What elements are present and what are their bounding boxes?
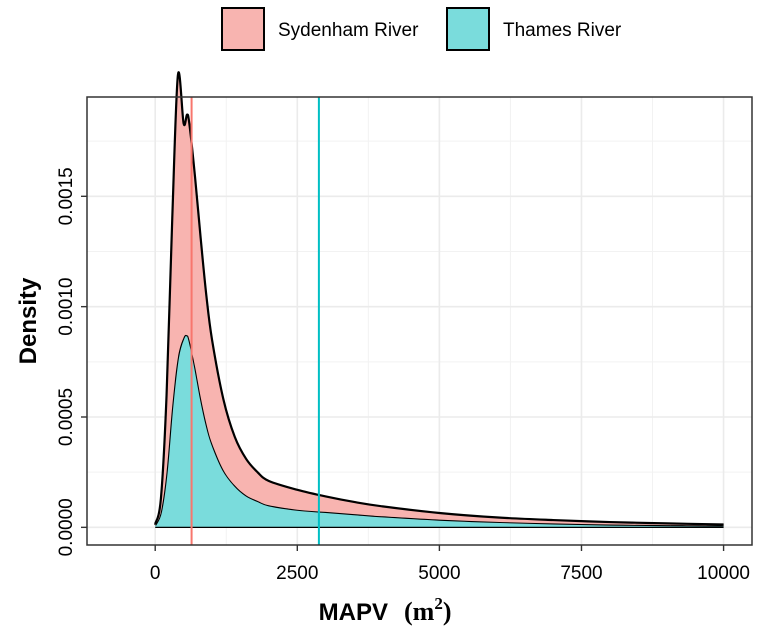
density-outline-sydenham-river [154, 71, 724, 526]
y-axis-title: Density [15, 277, 42, 364]
plot-area [86, 71, 753, 546]
x-axis-title: MAPV (m2) [319, 594, 452, 626]
x-tick-label: 0 [150, 563, 161, 584]
x-axis-unit-close: ) [443, 597, 452, 626]
panel-border [86, 96, 753, 546]
legend: Sydenham River Thames River [221, 7, 622, 51]
legend-key-thames-river [446, 7, 490, 51]
legend-key-sydenham-river [221, 7, 265, 51]
x-axis-unit-open: (m [404, 597, 435, 626]
x-axis-unit-sup: 2 [434, 594, 443, 613]
x-tick-label: 2500 [276, 563, 318, 584]
axes: 0 2500 5000 7500 10000 0.0000 0.0005 0.0010 0.00… [56, 167, 750, 584]
density-area-thames-river [155, 334, 724, 528]
y-tick-label: 0.0010 [56, 278, 77, 336]
legend-label-sydenham-river: Sydenham River [278, 20, 419, 41]
x-axis-unit: (m2) [404, 594, 452, 626]
legend-label-thames-river: Thames River [503, 20, 622, 41]
x-tick-label: 7500 [560, 563, 602, 584]
x-axis-title-text: MAPV [319, 599, 388, 626]
y-tick-label: 0.0015 [56, 167, 77, 225]
y-tick-label: 0.0005 [56, 388, 77, 446]
x-tick-label: 5000 [418, 563, 460, 584]
y-tick-label: 0.0000 [56, 498, 77, 556]
x-tick-label: 10000 [697, 563, 750, 584]
